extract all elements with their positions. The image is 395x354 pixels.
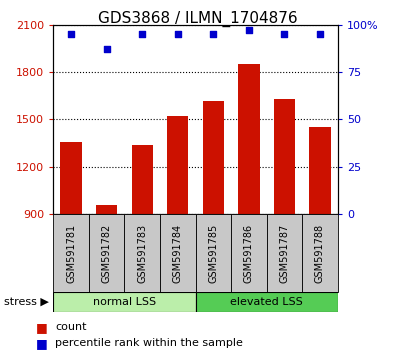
Text: GDS3868 / ILMN_1704876: GDS3868 / ILMN_1704876 <box>98 11 297 27</box>
Text: GSM591781: GSM591781 <box>66 223 76 283</box>
Text: GSM591784: GSM591784 <box>173 223 183 283</box>
Text: percentile rank within the sample: percentile rank within the sample <box>55 338 243 348</box>
Bar <box>53 292 196 312</box>
Bar <box>160 214 196 292</box>
Point <box>68 32 74 37</box>
Text: count: count <box>55 322 87 332</box>
Bar <box>309 127 331 214</box>
Text: GSM591785: GSM591785 <box>208 223 218 283</box>
Point <box>210 32 216 37</box>
Bar <box>196 292 338 312</box>
Bar <box>302 214 338 292</box>
Text: GSM591788: GSM591788 <box>315 223 325 283</box>
Bar <box>196 214 231 292</box>
Bar <box>231 214 267 292</box>
Text: ■: ■ <box>36 321 47 334</box>
Bar <box>96 205 117 214</box>
Point <box>317 32 323 37</box>
Bar <box>60 142 82 214</box>
Point <box>175 32 181 37</box>
Bar <box>124 214 160 292</box>
Text: GSM591782: GSM591782 <box>102 223 112 283</box>
Bar <box>53 214 89 292</box>
Bar <box>167 116 188 214</box>
Bar <box>132 145 153 214</box>
Point <box>281 32 288 37</box>
Bar <box>267 214 302 292</box>
Point <box>139 32 145 37</box>
Point <box>246 28 252 33</box>
Bar <box>203 101 224 214</box>
Bar <box>89 214 124 292</box>
Text: GSM591783: GSM591783 <box>137 223 147 283</box>
Text: elevated LSS: elevated LSS <box>230 297 303 307</box>
Text: GSM591787: GSM591787 <box>279 223 290 283</box>
Text: normal LSS: normal LSS <box>93 297 156 307</box>
Bar <box>274 99 295 214</box>
Bar <box>238 64 260 214</box>
Text: ■: ■ <box>36 337 47 350</box>
Text: GSM591786: GSM591786 <box>244 223 254 283</box>
Text: stress ▶: stress ▶ <box>4 297 49 307</box>
Point <box>103 47 110 52</box>
